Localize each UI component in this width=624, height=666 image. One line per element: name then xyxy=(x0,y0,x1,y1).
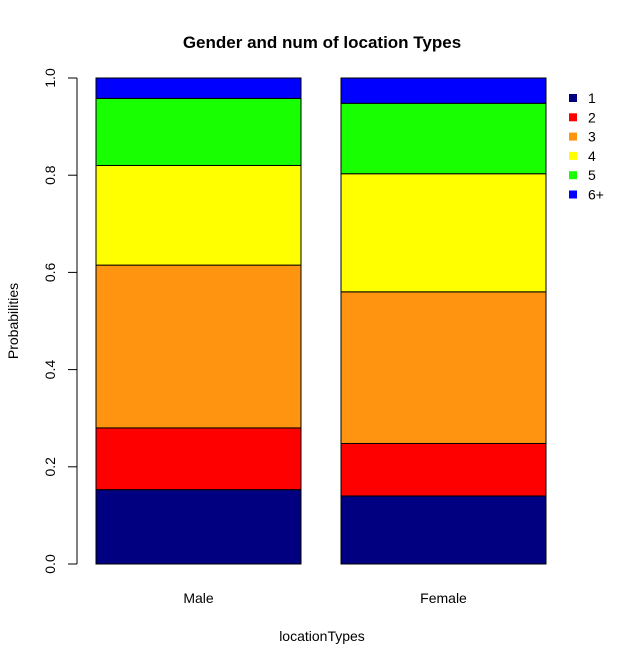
bar-female-segment-3 xyxy=(340,291,547,444)
bar-male-segment-6plus xyxy=(95,77,302,99)
x-category-label-male: Male xyxy=(183,590,214,606)
legend-swatch-5 xyxy=(569,171,577,180)
y-tick-label-5: 1.0 xyxy=(42,68,58,88)
legend-label-5: 5 xyxy=(588,167,596,183)
chart-title: Gender and num of location Types xyxy=(183,33,461,52)
legend-label-1: 1 xyxy=(588,90,596,106)
y-tick-label-4: 0.8 xyxy=(42,165,58,185)
legend-swatch-2 xyxy=(569,113,577,122)
y-tick-label-2: 0.4 xyxy=(42,360,58,380)
legend-swatch-1 xyxy=(569,94,577,102)
bar-male-segment-3 xyxy=(95,264,302,429)
y-tick-label-0: 0.0 xyxy=(42,554,58,574)
legend: 1 2 3 4 5 6+ xyxy=(569,90,604,203)
bar-female-segment-1 xyxy=(340,495,547,565)
legend-swatch-6plus xyxy=(569,190,577,199)
legend-label-2: 2 xyxy=(588,109,596,125)
bar-female-segment-5 xyxy=(340,102,547,175)
y-tick-label-1: 0.2 xyxy=(42,457,58,477)
legend-label-4: 4 xyxy=(588,148,596,164)
y-axis: 0.0 0.2 0.4 0.6 0.8 1.0 xyxy=(42,68,78,574)
legend-label-3: 3 xyxy=(588,129,596,145)
bar-male-segment-1 xyxy=(95,489,302,565)
bars-group: Male Female xyxy=(95,77,547,606)
y-axis-label: Probabilities xyxy=(5,283,21,359)
legend-label-6plus: 6+ xyxy=(588,187,604,203)
bar-male-segment-2 xyxy=(95,427,302,491)
bar-female-segment-2 xyxy=(340,442,547,497)
y-tick-label-3: 0.6 xyxy=(42,262,58,282)
x-category-label-female: Female xyxy=(420,590,467,606)
bar-male-segment-5 xyxy=(95,97,302,166)
legend-swatch-4 xyxy=(569,151,577,160)
bar-female-segment-4 xyxy=(340,173,547,293)
bar-female-segment-6plus xyxy=(340,77,547,104)
x-axis-label: locationTypes xyxy=(279,628,365,644)
legend-swatch-3 xyxy=(569,132,577,141)
bar-male-segment-4 xyxy=(95,164,302,266)
